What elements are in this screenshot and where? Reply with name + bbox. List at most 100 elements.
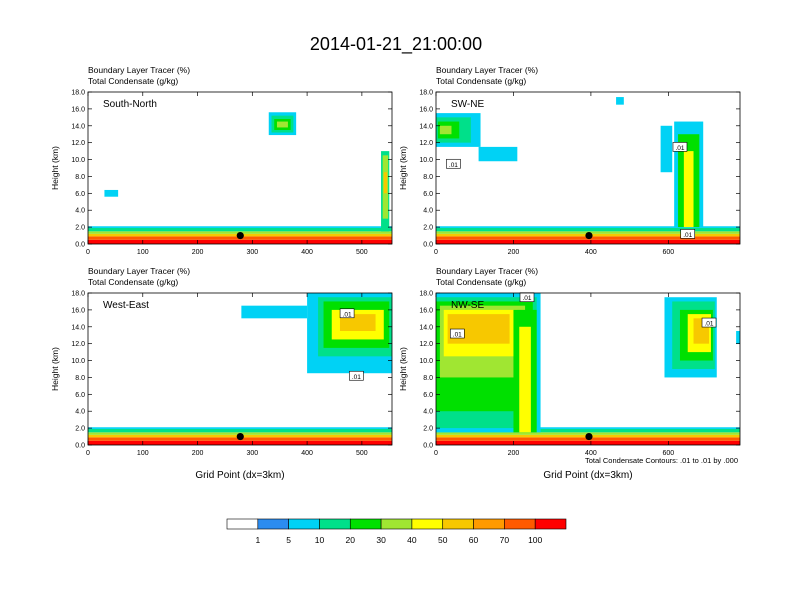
field-cells (436, 293, 740, 445)
field-cell (436, 239, 740, 244)
contour-label-box (349, 370, 364, 381)
field-cell (104, 189, 119, 197)
field-cell (88, 226, 392, 228)
contour-label: .01 (453, 332, 462, 339)
x-tick-label: 600 (663, 450, 675, 457)
y-tick-label: 4.0 (423, 409, 433, 416)
field-cell (736, 331, 740, 344)
x-tick-label: 200 (192, 450, 204, 457)
field-cell (519, 326, 531, 433)
y-tick-label: 10.0 (419, 157, 433, 164)
y-tick-label: 14.0 (71, 123, 85, 130)
contour-label-box (680, 229, 696, 239)
x-tick-label: 0 (86, 450, 90, 457)
y-tick-label: 18.0 (419, 291, 433, 298)
colorbar-label: 10 (315, 535, 325, 545)
field-cell (241, 305, 308, 319)
field-cell (88, 227, 392, 232)
panel-subtitle-1: Boundary Layer Tracer (%) (88, 65, 190, 75)
x-tick-label: 400 (585, 249, 597, 256)
y-tick-label: 12.0 (71, 140, 85, 147)
colorbar-label: 70 (500, 535, 510, 545)
colorbar-swatch (319, 518, 351, 530)
x-tick-label: 500 (356, 249, 368, 256)
y-tick-label: 8.0 (423, 174, 433, 181)
field-cell (88, 440, 392, 445)
x-axis-label: Grid Point (dx=3km) (543, 470, 632, 481)
colorbar-swatch (257, 518, 289, 530)
x-tick-label: 300 (246, 450, 258, 457)
y-tick-label: 18.0 (71, 291, 85, 298)
x-tick-label: 300 (246, 249, 258, 256)
panel-subtitle-2: Total Condensate (g/kg) (436, 277, 526, 287)
plot-frame (435, 91, 741, 245)
field-cell (683, 151, 694, 228)
y-tick-label: 4.0 (75, 409, 85, 416)
field-cell (436, 427, 740, 429)
field-cell (436, 440, 740, 445)
y-tick-label: 6.0 (75, 191, 85, 198)
x-tick-label: 400 (301, 249, 313, 256)
panel-label: West-East (103, 300, 149, 311)
y-tick-label: 6.0 (75, 392, 85, 399)
plot-frame (87, 91, 393, 245)
panels: 0.0 2.0 4.0 6.0 8.0 10.0 12.0 14.0 16.0 18.0 0 100 2… (50, 65, 741, 481)
x-tick-label: 400 (585, 450, 597, 457)
y-tick-label: 12.0 (419, 140, 433, 147)
panel-label: South-North (103, 99, 157, 110)
x-tick-label: 200 (192, 249, 204, 256)
y-tick-label: 8.0 (75, 375, 85, 382)
y-tick-label: 18.0 (419, 90, 433, 97)
colorbar-swatch (380, 518, 413, 530)
y-axis-label: Height (km) (398, 146, 408, 190)
y-tick-label: 6.0 (423, 392, 433, 399)
field-cell (660, 125, 673, 173)
x-tick-label: 200 (508, 249, 520, 256)
panel-subtitle-2: Total Condensate (g/kg) (436, 76, 526, 86)
colorbar-label: 5 (286, 535, 291, 545)
colorbar-label: 40 (407, 535, 417, 545)
colorbar: 1 5 10 20 30 40 50 60 70 100 (226, 518, 567, 545)
colorbar-label: 60 (469, 535, 479, 545)
panel-1: 0.0 2.0 4.0 6.0 8.0 10.0 12.0 14.0 16.0 18.0 0 100 2… (50, 65, 393, 256)
y-tick-label: 16.0 (71, 106, 85, 113)
location-marker (236, 432, 244, 441)
y-tick-label: 10.0 (419, 358, 433, 365)
colorbar-label: 1 (255, 535, 260, 545)
contour-label: .01 (522, 295, 531, 302)
x-tick-label: 600 (663, 249, 675, 256)
contour-label: .01 (352, 374, 361, 381)
y-tick-label: 8.0 (75, 174, 85, 181)
contour-label-box (339, 308, 355, 319)
field-cell (383, 172, 388, 194)
y-tick-label: 0.0 (75, 443, 85, 450)
y-tick-label: 2.0 (423, 426, 433, 433)
location-marker (236, 231, 244, 240)
y-tick-label: 0.0 (423, 242, 433, 249)
panel-label: NW-SE (451, 300, 484, 311)
field-cell (436, 227, 740, 232)
panel-subtitle-2: Total Condensate (g/kg) (88, 76, 178, 86)
contour-label: .01 (683, 232, 692, 239)
colorbar-label: 30 (376, 535, 386, 545)
colorbar-swatch (442, 518, 474, 530)
y-tick-label: 2.0 (75, 225, 85, 232)
contour-label: .01 (449, 162, 458, 169)
plot-frame (87, 292, 393, 446)
y-tick-label: 10.0 (71, 358, 85, 365)
field-cell (88, 428, 392, 433)
x-tick-label: 500 (356, 450, 368, 457)
colorbar-swatch (226, 518, 259, 530)
panel-4: .01 .01 .01 0.0 2.0 4.0 6.0 8.0 10.0 12.0 14.0 16.0… (398, 266, 741, 481)
contour-label-box (446, 158, 461, 169)
y-tick-label: 0.0 (423, 443, 433, 450)
field-cell (616, 97, 624, 105)
contour-label-box (449, 328, 465, 339)
y-tick-label: 4.0 (423, 208, 433, 215)
colorbar-label: 50 (438, 535, 448, 545)
panel-label: SW-NE (451, 99, 484, 110)
x-tick-label: 100 (137, 249, 149, 256)
panel-subtitle-1: Boundary Layer Tracer (%) (88, 266, 190, 276)
x-tick-label: 0 (434, 450, 438, 457)
